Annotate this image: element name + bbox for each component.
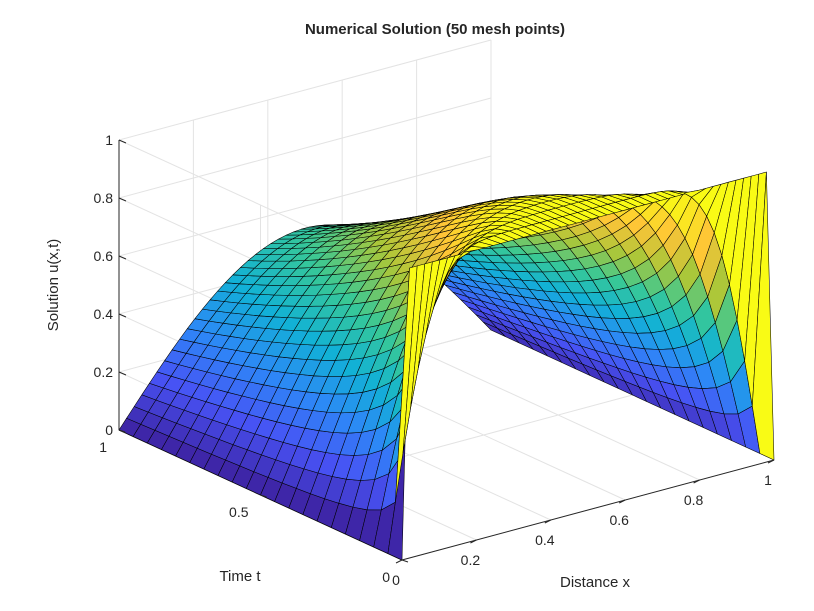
y-axis-label: Time t <box>219 568 261 585</box>
z-tick-label: 0 <box>105 422 113 438</box>
x-tick-mark <box>544 519 552 524</box>
x-axis-line <box>401 459 775 561</box>
grid-line <box>118 97 492 199</box>
grid-line <box>118 39 492 141</box>
y-tick-mark <box>260 494 267 498</box>
z-tick-label: 1 <box>105 132 113 148</box>
z-tick-label: 0.4 <box>94 306 114 322</box>
chart-title: Numerical Solution (50 mesh points) <box>305 21 565 38</box>
surface-mesh <box>118 171 775 561</box>
z-tick-mark <box>118 139 127 144</box>
y-tick-label: 0.5 <box>229 504 249 520</box>
surface-patch <box>752 171 775 461</box>
x-tick-mark <box>767 459 775 464</box>
y-tick-mark <box>401 559 409 563</box>
z-tick-mark <box>118 313 127 318</box>
x-tick-label: 1 <box>764 472 772 488</box>
x-tick-mark <box>395 559 403 564</box>
x-tick-label: 0.6 <box>609 512 629 528</box>
y-tick-label: 0 <box>382 569 390 585</box>
z-axis-label: Solution u(x,t) <box>45 239 62 332</box>
z-tick-label: 0.8 <box>94 190 114 206</box>
x-tick-label: 0 <box>392 572 400 588</box>
z-tick-mark <box>118 255 127 260</box>
z-tick-mark <box>118 429 127 434</box>
z-tick-mark <box>118 197 127 202</box>
x-tick-label: 0.8 <box>684 492 704 508</box>
x-tick-mark <box>470 539 477 544</box>
x-tick-mark <box>618 499 626 504</box>
grid-line <box>118 155 492 257</box>
x-axis-label: Distance x <box>560 574 631 591</box>
z-tick-mark <box>118 371 127 376</box>
z-tick-label: 0.6 <box>94 248 114 264</box>
x-tick-mark <box>693 479 700 484</box>
z-tick-label: 0.2 <box>94 364 114 380</box>
x-tick-label: 0.2 <box>461 552 481 568</box>
y-tick-label: 1 <box>99 439 107 455</box>
x-tick-label: 0.4 <box>535 532 555 548</box>
